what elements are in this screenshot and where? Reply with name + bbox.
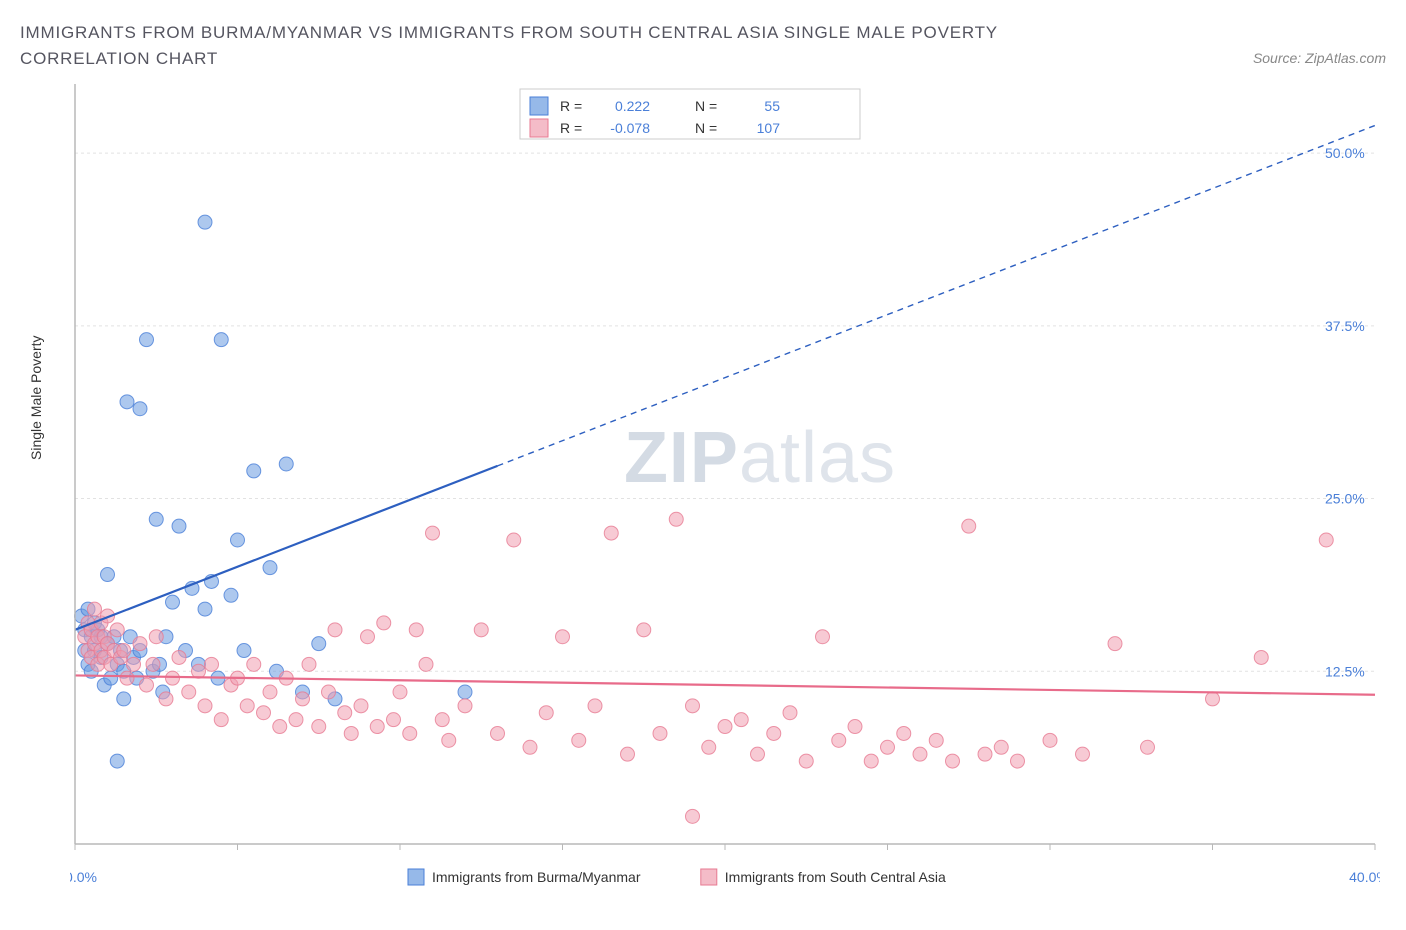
svg-text:25.0%: 25.0% xyxy=(1325,491,1365,507)
svg-text:N =: N = xyxy=(695,98,717,114)
svg-text:ZIPatlas: ZIPatlas xyxy=(624,418,896,498)
svg-text:R =: R = xyxy=(560,98,582,114)
svg-text:R =: R = xyxy=(560,120,582,136)
svg-text:0.222: 0.222 xyxy=(615,98,650,114)
svg-text:50.0%: 50.0% xyxy=(1325,145,1365,161)
chart-title: IMMIGRANTS FROM BURMA/MYANMAR VS IMMIGRA… xyxy=(20,20,1120,71)
svg-text:40.0%: 40.0% xyxy=(1349,869,1380,885)
svg-text:-0.078: -0.078 xyxy=(610,120,650,136)
svg-text:107: 107 xyxy=(757,120,781,136)
svg-text:Immigrants from South Central: Immigrants from South Central Asia xyxy=(725,869,946,885)
plot-area: ZIPatlas 0.0% 40.0% 12.5% 25.0% 37.5% 50.0% R =… xyxy=(70,79,1386,899)
scatter-svg: ZIPatlas 0.0% 40.0% 12.5% 25.0% 37.5% 50.0% R =… xyxy=(70,79,1380,899)
y-axis-label: Single Male Poverty xyxy=(28,335,44,460)
svg-text:37.5%: 37.5% xyxy=(1325,318,1365,334)
svg-text:0.0%: 0.0% xyxy=(70,869,97,885)
svg-text:55: 55 xyxy=(764,98,780,114)
source-label: Source: ZipAtlas.com xyxy=(1253,50,1386,66)
chart-container: IMMIGRANTS FROM BURMA/MYANMAR VS IMMIGRA… xyxy=(20,20,1386,910)
svg-text:Immigrants from Burma/Myanmar: Immigrants from Burma/Myanmar xyxy=(432,869,641,885)
title-row: IMMIGRANTS FROM BURMA/MYANMAR VS IMMIGRA… xyxy=(20,20,1386,71)
svg-text:N =: N = xyxy=(695,120,717,136)
svg-text:12.5%: 12.5% xyxy=(1325,663,1365,679)
